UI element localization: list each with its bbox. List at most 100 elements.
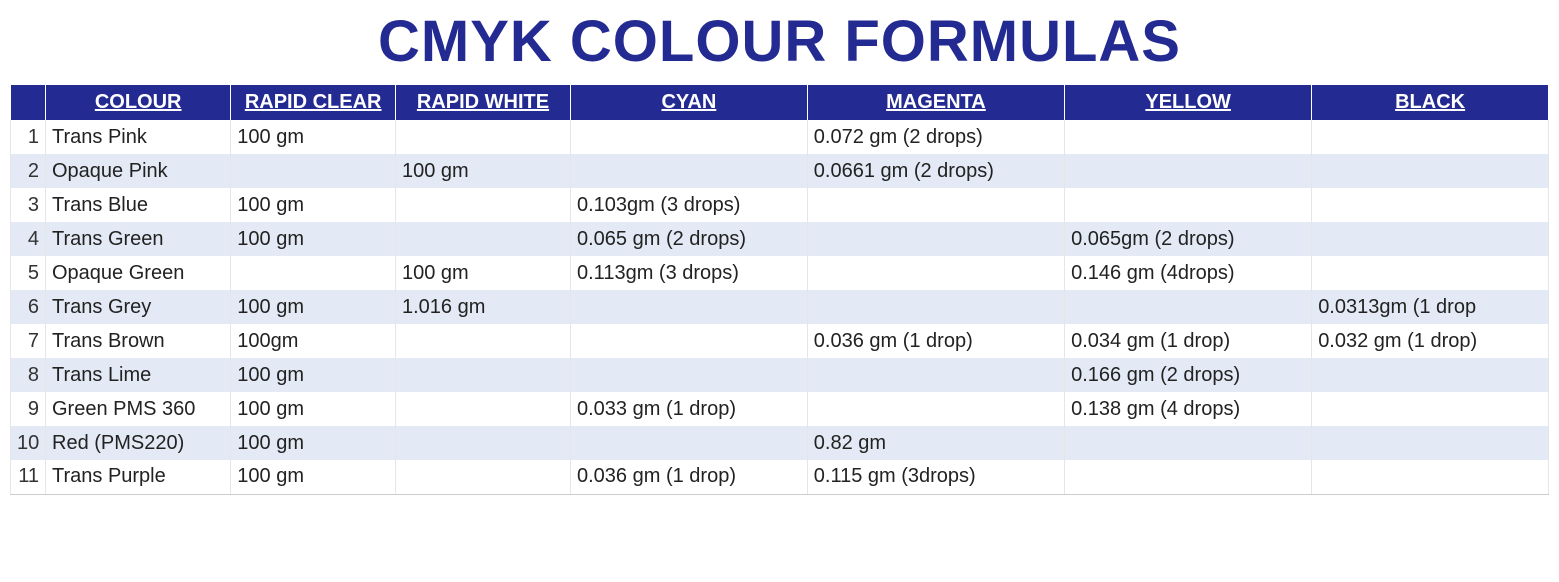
cell-colour: Trans Brown [46, 324, 231, 358]
cell-magenta [807, 188, 1064, 222]
cell-magenta [807, 290, 1064, 324]
table-row: 11Trans Purple100 gm0.036 gm (1 drop)0.1… [11, 460, 1549, 494]
cell-rapidclear [231, 256, 396, 290]
cell-idx: 7 [11, 324, 46, 358]
cell-yellow [1065, 154, 1312, 188]
cell-magenta [807, 358, 1064, 392]
cell-yellow: 0.034 gm (1 drop) [1065, 324, 1312, 358]
cell-cyan [571, 120, 808, 154]
cell-idx: 2 [11, 154, 46, 188]
cell-rapidclear: 100 gm [231, 188, 396, 222]
cell-black [1312, 256, 1549, 290]
cell-yellow [1065, 120, 1312, 154]
cell-rapidwhite: 100 gm [396, 154, 571, 188]
cell-cyan: 0.033 gm (1 drop) [571, 392, 808, 426]
col-header-rapid-clear: RAPID CLEAR [231, 85, 396, 120]
col-header-magenta: MAGENTA [807, 85, 1064, 120]
cell-yellow: 0.146 gm (4drops) [1065, 256, 1312, 290]
cell-colour: Trans Green [46, 222, 231, 256]
cell-cyan: 0.036 gm (1 drop) [571, 460, 808, 494]
cell-yellow [1065, 290, 1312, 324]
cell-colour: Green PMS 360 [46, 392, 231, 426]
table-row: 10Red (PMS220)100 gm 0.82 gm [11, 426, 1549, 460]
cell-black [1312, 426, 1549, 460]
cell-black [1312, 358, 1549, 392]
cell-colour: Opaque Pink [46, 154, 231, 188]
cell-rapidwhite [396, 188, 571, 222]
cell-black: 0.032 gm (1 drop) [1312, 324, 1549, 358]
cell-cyan [571, 324, 808, 358]
cell-rapidclear: 100 gm [231, 290, 396, 324]
table-row: 5Opaque Green100 gm0.113gm (3 drops)0.14… [11, 256, 1549, 290]
cell-rapidwhite [396, 324, 571, 358]
cell-colour: Trans Blue [46, 188, 231, 222]
table-body: 1Trans Pink100 gm0.072 gm (2 drops)2Opaq… [11, 120, 1549, 494]
cell-colour: Red (PMS220) [46, 426, 231, 460]
cell-cyan [571, 154, 808, 188]
cell-black [1312, 222, 1549, 256]
cell-black [1312, 120, 1549, 154]
table-header-row: COLOUR RAPID CLEAR RAPID WHITE CYAN MAGE… [11, 85, 1549, 120]
table-row: 7Trans Brown100gm0.036 gm (1 drop)0.034 … [11, 324, 1549, 358]
cell-rapidclear: 100 gm [231, 460, 396, 494]
cell-rapidwhite [396, 460, 571, 494]
col-header-yellow: YELLOW [1065, 85, 1312, 120]
cell-rapidwhite [396, 426, 571, 460]
cell-yellow: 0.138 gm (4 drops) [1065, 392, 1312, 426]
cell-black [1312, 188, 1549, 222]
cell-idx: 9 [11, 392, 46, 426]
cell-rapidwhite [396, 392, 571, 426]
cell-magenta: 0.072 gm (2 drops) [807, 120, 1064, 154]
cell-cyan [571, 290, 808, 324]
col-header-rapid-white: RAPID WHITE [396, 85, 571, 120]
page-title: CMYK COLOUR FORMULAS [10, 8, 1549, 75]
col-header-colour: COLOUR [46, 85, 231, 120]
cell-yellow [1065, 460, 1312, 494]
cell-idx: 4 [11, 222, 46, 256]
table-row: 9Green PMS 360100 gm 0.033 gm (1 drop) 0.1… [11, 392, 1549, 426]
cell-yellow: 0.065gm (2 drops) [1065, 222, 1312, 256]
cell-yellow [1065, 188, 1312, 222]
cell-cyan [571, 358, 808, 392]
cell-colour: Opaque Green [46, 256, 231, 290]
cell-magenta: 0.82 gm [807, 426, 1064, 460]
cell-cyan [571, 426, 808, 460]
col-header-index [11, 85, 46, 120]
cell-rapidclear: 100 gm [231, 426, 396, 460]
cell-yellow [1065, 426, 1312, 460]
table-row: 8Trans Lime100 gm 0.166 gm (2 drops) [11, 358, 1549, 392]
cell-rapidclear: 100 gm [231, 120, 396, 154]
cell-rapidwhite: 100 gm [396, 256, 571, 290]
col-header-black: BLACK [1312, 85, 1549, 120]
table-row: 4Trans Green100 gm0.065 gm (2 drops)0.06… [11, 222, 1549, 256]
cell-magenta: 0.0661 gm (2 drops) [807, 154, 1064, 188]
col-header-cyan: CYAN [571, 85, 808, 120]
cell-rapidclear: 100gm [231, 324, 396, 358]
cell-cyan: 0.103gm (3 drops) [571, 188, 808, 222]
cell-idx: 6 [11, 290, 46, 324]
cell-magenta [807, 256, 1064, 290]
cell-black [1312, 392, 1549, 426]
cell-rapidwhite [396, 358, 571, 392]
cell-idx: 5 [11, 256, 46, 290]
cell-rapidclear [231, 154, 396, 188]
cell-black: 0.0313gm (1 drop [1312, 290, 1549, 324]
formulas-table: COLOUR RAPID CLEAR RAPID WHITE CYAN MAGE… [10, 85, 1549, 495]
cell-rapidwhite [396, 120, 571, 154]
cell-magenta: 0.115 gm (3drops) [807, 460, 1064, 494]
table-row: 2Opaque Pink 100 gm 0.0661 gm (2 drops) [11, 154, 1549, 188]
cell-colour: Trans Lime [46, 358, 231, 392]
table-row: 3Trans Blue100 gm 0.103gm (3 drops) [11, 188, 1549, 222]
cell-idx: 10 [11, 426, 46, 460]
table-row: 1Trans Pink100 gm0.072 gm (2 drops) [11, 120, 1549, 154]
cell-rapidclear: 100 gm [231, 392, 396, 426]
cell-black [1312, 460, 1549, 494]
table-row: 6Trans Grey100 gm1.016 gm0.0313gm (1 dro… [11, 290, 1549, 324]
cell-idx: 8 [11, 358, 46, 392]
cell-idx: 3 [11, 188, 46, 222]
cell-black [1312, 154, 1549, 188]
cell-yellow: 0.166 gm (2 drops) [1065, 358, 1312, 392]
cell-colour: Trans Grey [46, 290, 231, 324]
cell-rapidclear: 100 gm [231, 358, 396, 392]
cell-magenta [807, 392, 1064, 426]
